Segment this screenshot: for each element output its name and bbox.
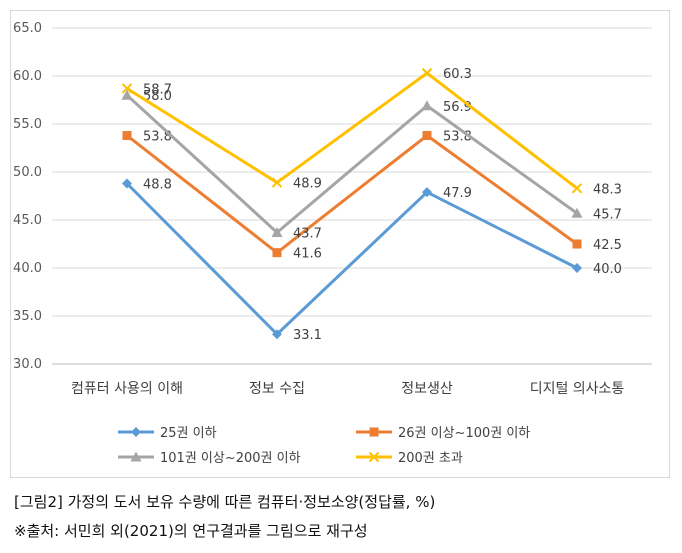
- legend-marker: [369, 427, 379, 437]
- x-category-label: 정보 수집: [249, 381, 305, 397]
- data-point: [272, 329, 282, 340]
- legend-label: 200권 초과: [398, 451, 463, 466]
- data-label: 42.5: [593, 238, 622, 253]
- data-label: 43.7: [293, 226, 322, 241]
- legend-label: 25권 이하: [160, 426, 217, 441]
- y-tick-label: 55.0: [13, 117, 42, 132]
- y-tick-label: 35.0: [13, 309, 42, 324]
- series-line: [126, 134, 578, 255]
- data-point: [421, 67, 433, 79]
- data-point: [121, 83, 133, 94]
- data-point: [571, 207, 583, 218]
- data-point: [122, 131, 132, 141]
- data-point: [122, 178, 132, 189]
- y-tick-label: 40.0: [13, 261, 42, 276]
- source-note: ※출처: 서민희 외(2021)의 연구결과를 그림으로 재구성: [14, 522, 368, 540]
- data-point: [271, 177, 283, 188]
- series-line: [126, 71, 578, 190]
- data-label: 58.0: [143, 89, 172, 104]
- x-category-label: 컴퓨터 사용의 이해: [71, 381, 183, 397]
- data-point: [271, 226, 283, 237]
- x-category-label: 디지털 의사소통: [530, 381, 625, 397]
- data-label: 47.9: [443, 186, 472, 201]
- data-point: [572, 263, 582, 273]
- legend-label: 101권 이상~200권 이하: [160, 451, 301, 466]
- data-label: 53.8: [143, 130, 172, 145]
- data-point: [421, 100, 433, 111]
- data-label: 41.6: [293, 247, 322, 262]
- data-label: 33.1: [293, 328, 322, 343]
- data-label: 53.8: [443, 130, 472, 145]
- line-chart: 30.0 35.0 40.0 45.0 50.0 55.0 60.0 65.0 컴퓨터 사용의 …: [13, 21, 652, 466]
- legend-marker: [368, 451, 380, 463]
- data-point: [571, 183, 583, 194]
- y-tick-label: 60.0: [13, 69, 42, 84]
- data-label: 48.9: [293, 177, 322, 192]
- y-tick-label: 65.0: [13, 21, 42, 36]
- series-line: [125, 182, 578, 336]
- data-label: 45.7: [593, 207, 622, 222]
- chart-frame: [10, 10, 670, 478]
- data-label: 40.0: [593, 262, 622, 277]
- legend-marker: [131, 427, 141, 437]
- y-tick-label: 45.0: [13, 213, 42, 228]
- data-point: [121, 89, 133, 100]
- data-point: [572, 239, 582, 249]
- series-line: [125, 94, 578, 234]
- legend-marker: [130, 451, 142, 462]
- x-category-label: 정보생산: [401, 381, 453, 397]
- data-point: [422, 187, 432, 198]
- y-tick-label: 50.0: [13, 165, 42, 180]
- data-label: 56.9: [443, 100, 472, 115]
- y-tick-label: 30.0: [13, 357, 42, 372]
- data-label: 58.7: [143, 82, 172, 97]
- data-label: 48.8: [143, 178, 172, 193]
- data-point: [272, 248, 282, 258]
- data-label: 60.3: [443, 67, 472, 82]
- legend-label: 26권 이상~100권 이하: [398, 426, 530, 441]
- data-point: [422, 131, 432, 141]
- data-label: 48.3: [593, 182, 622, 197]
- figure-caption: [그림2] 가정의 도서 보유 수량에 따른 컴퓨터·정보소양(정답률, %): [14, 493, 436, 511]
